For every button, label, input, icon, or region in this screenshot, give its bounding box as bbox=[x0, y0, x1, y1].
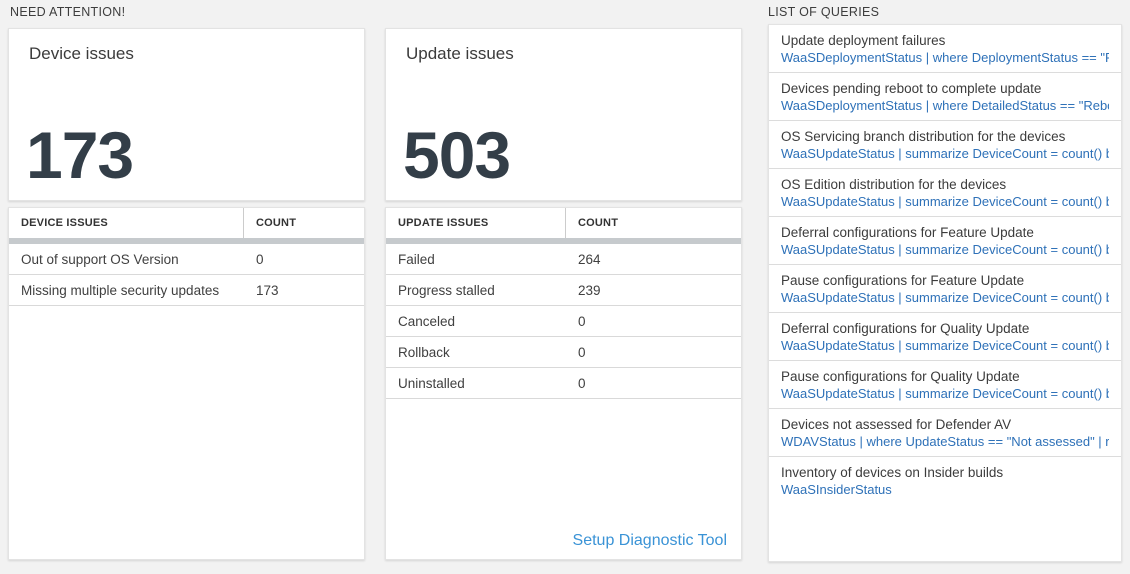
device-issues-title: Device issues bbox=[29, 44, 134, 63]
update-issues-col-header: UPDATE ISSUES bbox=[386, 208, 566, 238]
update-issues-table: UPDATE ISSUES COUNT Failed 264 Progress … bbox=[385, 207, 742, 560]
device-issues-table: DEVICE ISSUES COUNT Out of support OS Ve… bbox=[8, 207, 365, 560]
query-title: Inventory of devices on Insider builds bbox=[781, 465, 1004, 480]
query-item[interactable]: Devices not assessed for Defender AV WDA… bbox=[769, 409, 1121, 457]
device-issues-col-header: DEVICE ISSUES bbox=[9, 208, 244, 238]
row-label: Canceled bbox=[398, 313, 456, 329]
query-text: WaaSDeploymentStatus | where DeploymentS… bbox=[781, 50, 1109, 65]
query-item[interactable]: Pause configurations for Quality Update … bbox=[769, 361, 1121, 409]
row-label: Out of support OS Version bbox=[21, 251, 179, 267]
table-divider-bar bbox=[386, 238, 741, 244]
query-title: Pause configurations for Feature Update bbox=[781, 273, 1025, 288]
query-text: WDAVStatus | where UpdateStatus == "Not … bbox=[781, 434, 1109, 449]
query-text: WaaSUpdateStatus | summarize DeviceCount… bbox=[781, 146, 1109, 161]
query-title: OS Edition distribution for the devices bbox=[781, 177, 1007, 192]
update-issues-tile[interactable]: Update issues 503 bbox=[385, 28, 742, 201]
table-row[interactable]: Rollback 0 bbox=[386, 337, 741, 368]
query-title: Pause configurations for Quality Update bbox=[781, 369, 1020, 384]
query-text: WaaSUpdateStatus | summarize DeviceCount… bbox=[781, 338, 1109, 353]
row-label: Rollback bbox=[398, 344, 450, 360]
query-text: WaaSDeploymentStatus | where DetailedSta… bbox=[781, 98, 1109, 113]
query-text: WaaSInsiderStatus bbox=[781, 482, 892, 497]
setup-diagnostic-tool-link[interactable]: Setup Diagnostic Tool bbox=[572, 532, 727, 549]
update-issues-count: 503 bbox=[403, 117, 511, 192]
row-count: 0 bbox=[578, 375, 586, 391]
query-item[interactable]: Devices pending reboot to complete updat… bbox=[769, 73, 1121, 121]
query-text: WaaSUpdateStatus | summarize DeviceCount… bbox=[781, 290, 1109, 305]
query-list: Update deployment failures WaaSDeploymen… bbox=[768, 24, 1122, 562]
list-of-queries-header: LIST OF QUERIES bbox=[768, 5, 880, 19]
row-count: 0 bbox=[256, 251, 264, 267]
table-row[interactable]: Canceled 0 bbox=[386, 306, 741, 337]
row-count: 264 bbox=[578, 251, 601, 267]
row-label: Uninstalled bbox=[398, 375, 465, 391]
update-issues-title: Update issues bbox=[406, 44, 514, 63]
query-item[interactable]: OS Edition distribution for the devices … bbox=[769, 169, 1121, 217]
query-title: Deferral configurations for Feature Upda… bbox=[781, 225, 1034, 240]
table-divider-bar bbox=[9, 238, 364, 244]
row-count: 0 bbox=[578, 344, 586, 360]
query-item[interactable]: Deferral configurations for Feature Upda… bbox=[769, 217, 1121, 265]
table-row[interactable]: Progress stalled 239 bbox=[386, 275, 741, 306]
query-text: WaaSUpdateStatus | summarize DeviceCount… bbox=[781, 386, 1109, 401]
query-item[interactable]: OS Servicing branch distribution for the… bbox=[769, 121, 1121, 169]
row-count: 239 bbox=[578, 282, 601, 298]
row-count: 173 bbox=[256, 282, 279, 298]
table-row[interactable]: Missing multiple security updates 173 bbox=[9, 275, 364, 306]
query-title: Devices pending reboot to complete updat… bbox=[781, 81, 1042, 96]
row-label: Missing multiple security updates bbox=[21, 282, 220, 298]
row-count: 0 bbox=[578, 313, 586, 329]
table-row[interactable]: Uninstalled 0 bbox=[386, 368, 741, 399]
need-attention-header: NEED ATTENTION! bbox=[10, 5, 126, 19]
update-issues-table-header: UPDATE ISSUES COUNT bbox=[386, 208, 741, 238]
query-title: Update deployment failures bbox=[781, 33, 946, 48]
table-row[interactable]: Failed 264 bbox=[386, 244, 741, 275]
row-label: Failed bbox=[398, 251, 435, 267]
query-item[interactable]: Update deployment failures WaaSDeploymen… bbox=[769, 25, 1121, 73]
count-col-header: COUNT bbox=[578, 217, 619, 229]
table-row[interactable]: Out of support OS Version 0 bbox=[9, 244, 364, 275]
query-item[interactable]: Pause configurations for Feature Update … bbox=[769, 265, 1121, 313]
query-item[interactable]: Inventory of devices on Insider builds W… bbox=[769, 457, 1121, 505]
query-title: Devices not assessed for Defender AV bbox=[781, 417, 1012, 432]
device-issues-tile[interactable]: Device issues 173 bbox=[8, 28, 365, 201]
query-text: WaaSUpdateStatus | summarize DeviceCount… bbox=[781, 242, 1109, 257]
query-title: Deferral configurations for Quality Upda… bbox=[781, 321, 1030, 336]
query-item[interactable]: Deferral configurations for Quality Upda… bbox=[769, 313, 1121, 361]
count-col-header: COUNT bbox=[256, 217, 297, 229]
device-issues-count: 173 bbox=[26, 117, 134, 192]
query-text: WaaSUpdateStatus | summarize DeviceCount… bbox=[781, 194, 1109, 209]
row-label: Progress stalled bbox=[398, 282, 495, 298]
device-issues-table-header: DEVICE ISSUES COUNT bbox=[9, 208, 364, 238]
query-title: OS Servicing branch distribution for the… bbox=[781, 129, 1066, 144]
